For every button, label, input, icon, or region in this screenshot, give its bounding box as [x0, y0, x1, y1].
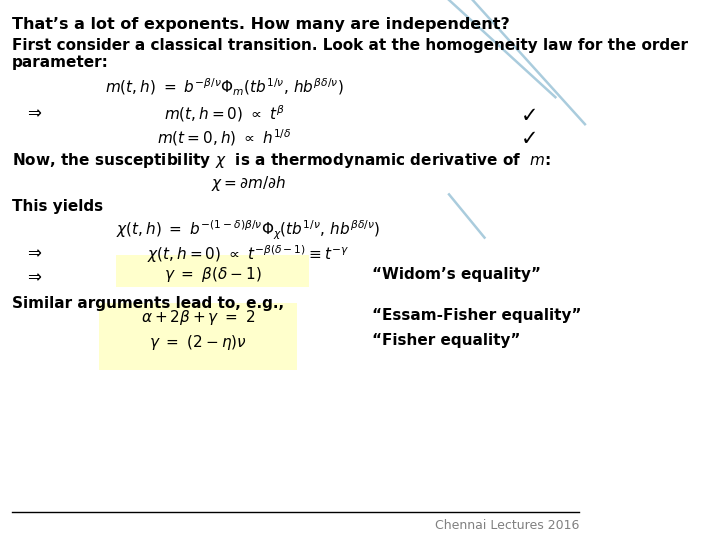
Text: $\chi = \partial m/\partial h$: $\chi = \partial m/\partial h$ [211, 174, 286, 193]
Text: $\chi(t,h)\ =\ b^{-(1-\delta)\beta/\nu}\Phi_\chi(tb^{1/\nu},\,hb^{\beta\delta/\n: $\chi(t,h)\ =\ b^{-(1-\delta)\beta/\nu}\… [116, 219, 380, 242]
FancyBboxPatch shape [117, 255, 309, 287]
Text: This yields: This yields [12, 199, 103, 214]
Text: Now, the susceptibility $\chi$  is a thermodynamic derivative of  $m$:: Now, the susceptibility $\chi$ is a ther… [12, 151, 551, 170]
Text: $\Rightarrow$: $\Rightarrow$ [24, 267, 42, 285]
Text: “Widom’s equality”: “Widom’s equality” [372, 267, 541, 282]
Text: $m(t,h=0)\ \propto\ t^\beta$: $m(t,h=0)\ \propto\ t^\beta$ [164, 104, 285, 124]
Text: That’s a lot of exponents. How many are independent?: That’s a lot of exponents. How many are … [12, 17, 510, 32]
Text: $\checkmark$: $\checkmark$ [520, 104, 536, 124]
Text: $\gamma\ =\ \beta(\delta-1)$: $\gamma\ =\ \beta(\delta-1)$ [164, 265, 261, 284]
Text: “Fisher equality”: “Fisher equality” [372, 333, 521, 348]
Text: $\checkmark$: $\checkmark$ [520, 127, 536, 147]
Text: parameter:: parameter: [12, 55, 109, 70]
Text: “Essam-Fisher equality”: “Essam-Fisher equality” [372, 308, 582, 323]
Text: $m(t=0,h)\ \propto\ h^{1/\delta}$: $m(t=0,h)\ \propto\ h^{1/\delta}$ [157, 127, 292, 147]
Text: $m(t,h)\ =\ b^{-\beta/\nu}\Phi_m(tb^{1/\nu},\,hb^{\beta\delta/\nu})$: $m(t,h)\ =\ b^{-\beta/\nu}\Phi_m(tb^{1/\… [105, 77, 344, 98]
Text: Similar arguments lead to, e.g.,: Similar arguments lead to, e.g., [12, 296, 284, 311]
Text: $\gamma\ =\ (2-\eta)\nu$: $\gamma\ =\ (2-\eta)\nu$ [149, 333, 247, 352]
Text: $\Rightarrow$: $\Rightarrow$ [24, 243, 42, 261]
Text: $\Rightarrow$: $\Rightarrow$ [24, 104, 42, 122]
Text: $\alpha + 2\beta + \gamma\ =\ 2$: $\alpha + 2\beta + \gamma\ =\ 2$ [140, 308, 256, 327]
Text: Chennai Lectures 2016: Chennai Lectures 2016 [435, 519, 579, 532]
Text: $\chi(t,h=0)\ \propto\ t^{-\beta(\delta-1)} \equiv t^{-\gamma}$: $\chi(t,h=0)\ \propto\ t^{-\beta(\delta-… [147, 243, 349, 265]
Text: First consider a classical transition. Look at the homogeneity law for the order: First consider a classical transition. L… [12, 38, 688, 53]
FancyBboxPatch shape [99, 303, 297, 370]
